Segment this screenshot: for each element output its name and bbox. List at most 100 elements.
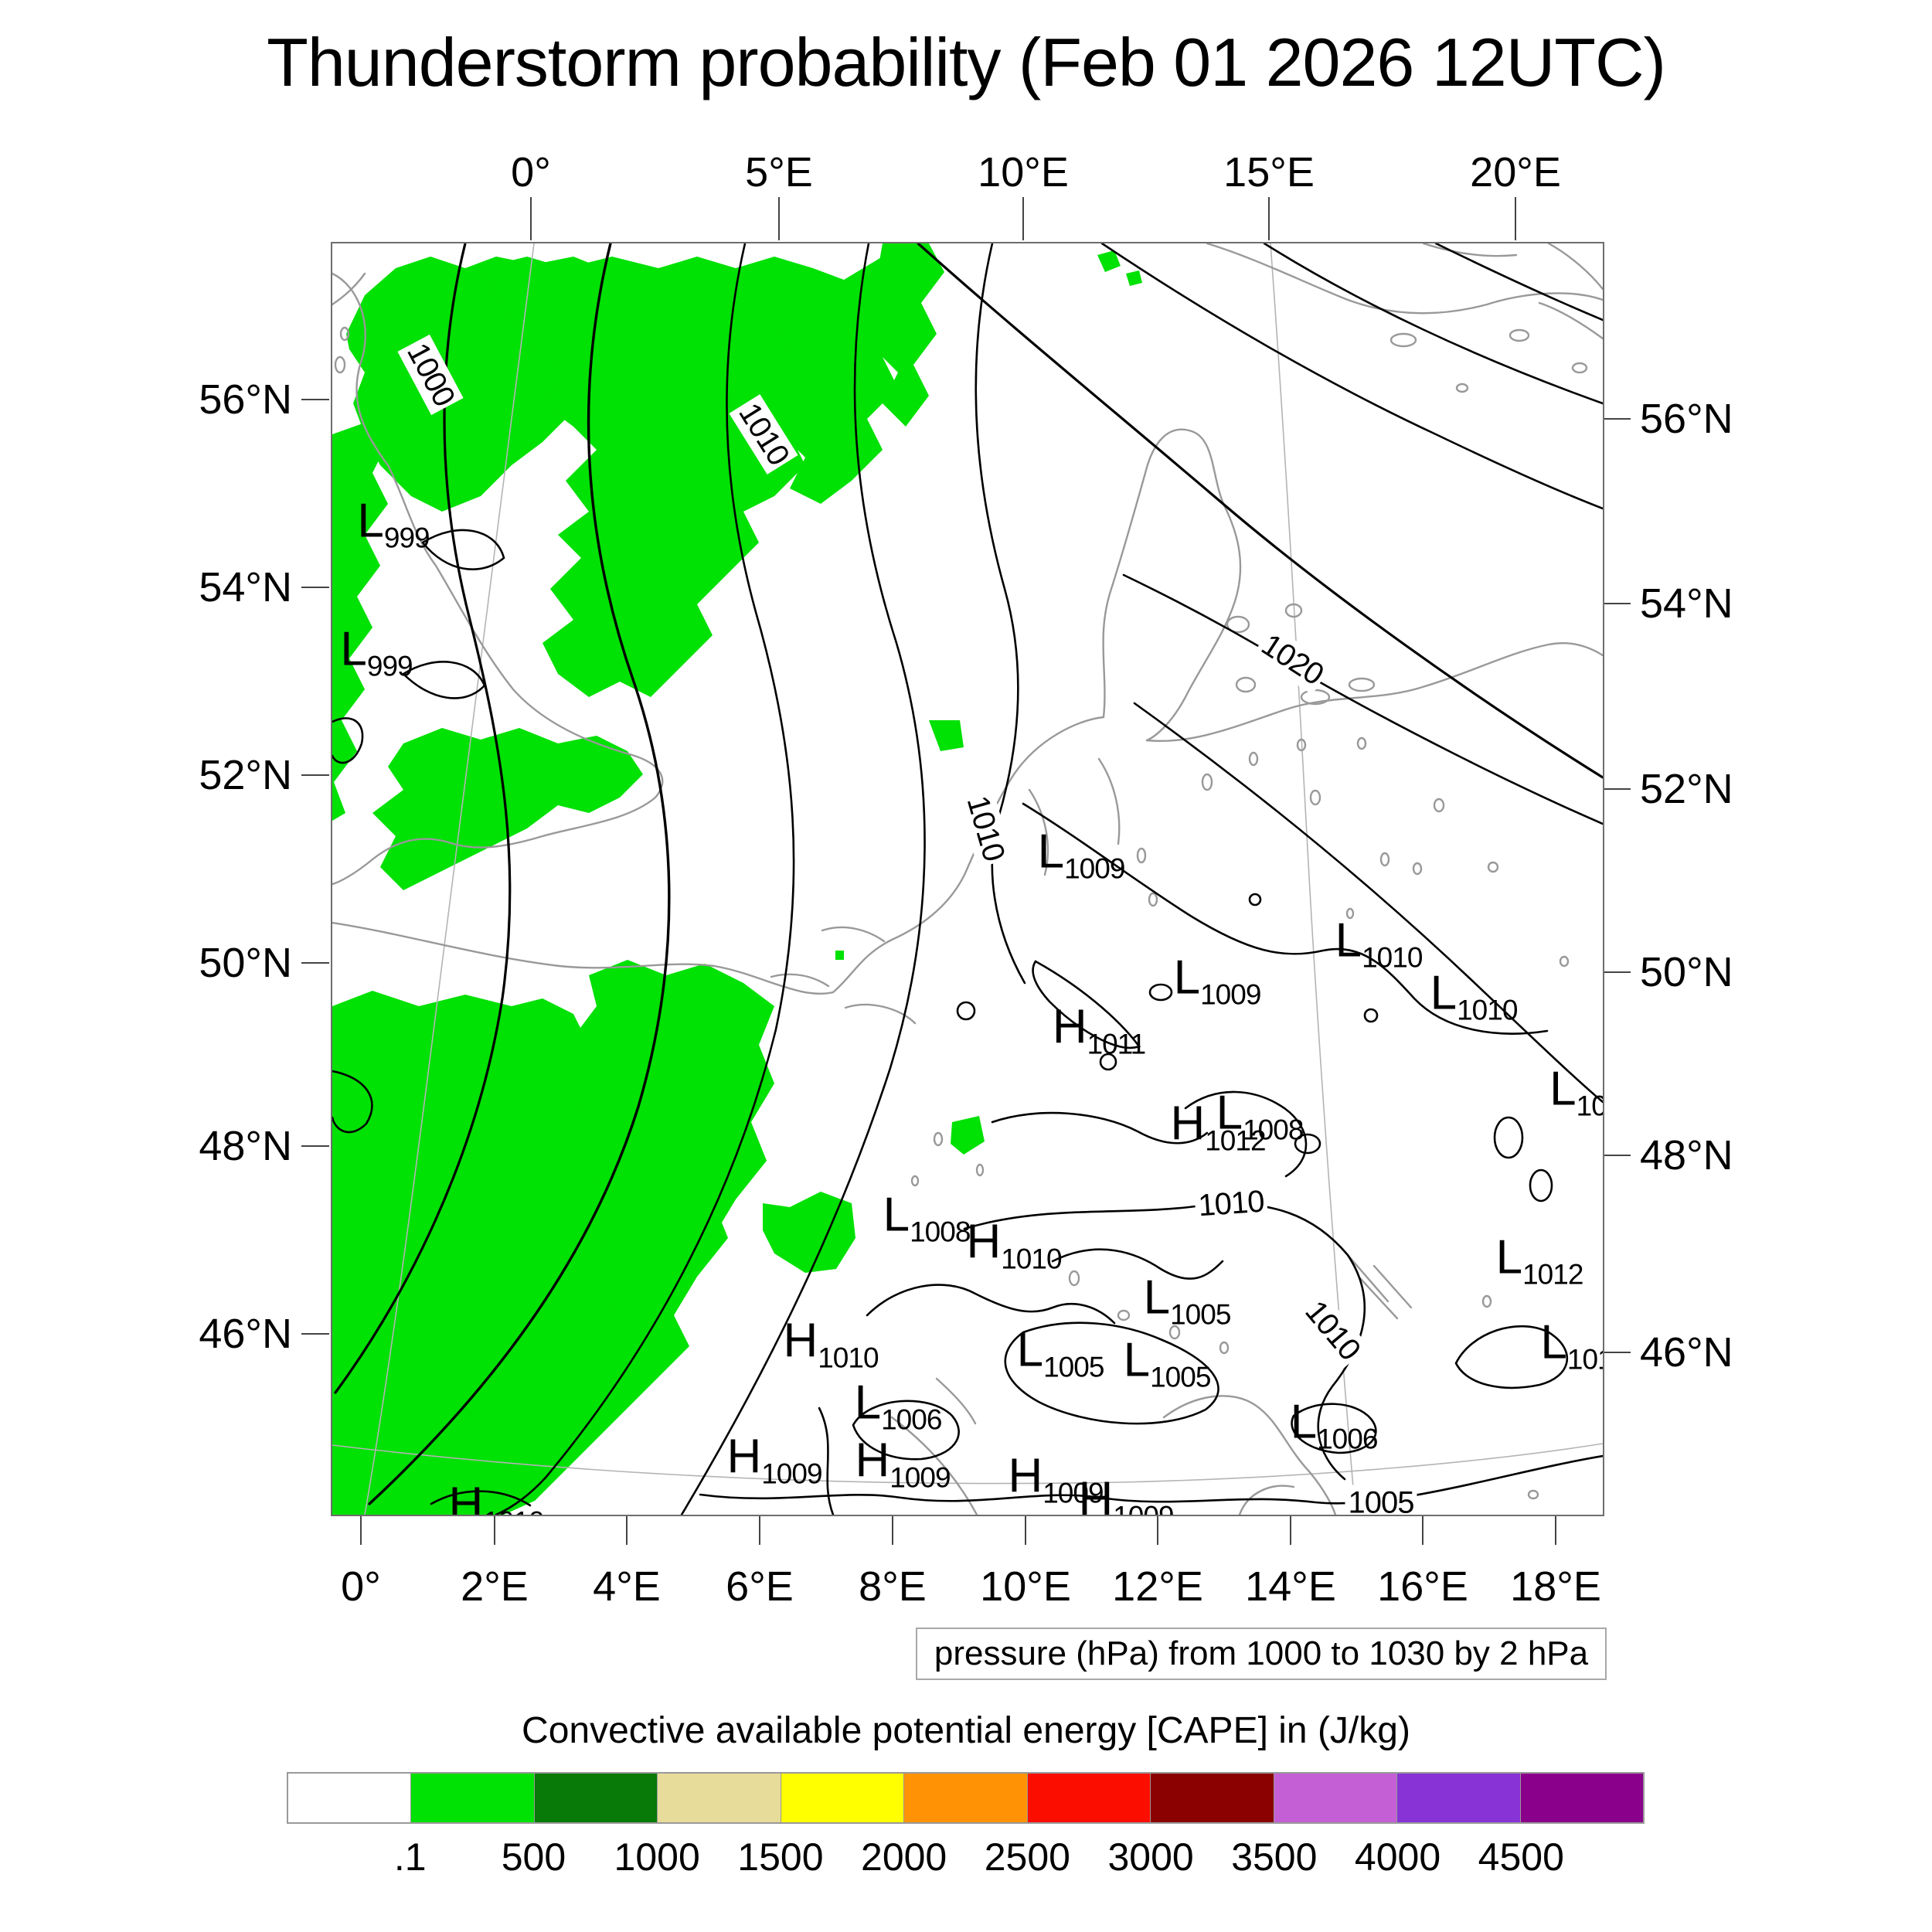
left-axis-label: 56°N xyxy=(199,376,292,423)
pressure-value: 1006 xyxy=(881,1403,942,1436)
map-plot-area: L999 L999 L1009 L1010 L1009 L1010 H1011 H1012 L1… xyxy=(331,242,1604,1516)
top-axis-label: 5°E xyxy=(745,149,813,196)
pressure-letter: L xyxy=(357,494,384,548)
right-axis-label: 48°N xyxy=(1640,1132,1733,1179)
bottom-axis-label: 8°E xyxy=(859,1563,927,1610)
bottom-axis-tick xyxy=(892,1515,893,1545)
pressure-center-l1006: L1006 xyxy=(1291,1398,1379,1454)
left-axis-tick xyxy=(301,774,329,776)
colorbar-tick-label: 1000 xyxy=(614,1835,700,1879)
pressure-center-h1009: H1009 xyxy=(1008,1449,1104,1508)
colorbar-segment-10 xyxy=(1520,1774,1643,1822)
colorbar-segment-6 xyxy=(1027,1774,1151,1822)
right-axis-label: 52°N xyxy=(1640,766,1733,812)
pressure-letter: L xyxy=(1037,825,1065,879)
right-axis-tick xyxy=(1603,971,1631,973)
pressure-value: 1010 xyxy=(1457,994,1518,1026)
pressure-center-h1011: H1011 xyxy=(1053,1003,1146,1059)
bottom-axis-label: 6°E xyxy=(726,1563,794,1610)
colorbar-tick-label: 3000 xyxy=(1107,1835,1194,1879)
pressure-letter: H xyxy=(855,1434,890,1488)
pressure-value: 1009 xyxy=(1064,852,1125,885)
bottom-axis-tick xyxy=(494,1515,495,1545)
pressure-letter: L xyxy=(1335,913,1362,968)
map-graphics xyxy=(332,243,1603,1515)
right-axis-label: 46°N xyxy=(1640,1329,1733,1376)
pressure-value: 1009 xyxy=(761,1458,822,1490)
pressure-center-l1008: L1008 xyxy=(883,1188,971,1248)
pressure-value: 1012 xyxy=(1205,1124,1266,1157)
colorbar-tick-label: 2000 xyxy=(861,1835,947,1879)
pressure-letter: L xyxy=(1123,1333,1151,1387)
left-axis-tick xyxy=(301,399,329,400)
colorbar-segment-3 xyxy=(658,1774,781,1822)
colorbar-tick-label: 3500 xyxy=(1231,1835,1318,1879)
colorbar-segment-1 xyxy=(411,1774,535,1822)
pressure-value: 1009 xyxy=(1113,1500,1174,1516)
pressure-center-l999: L999 xyxy=(357,494,430,553)
pressure-letter: L xyxy=(854,1376,882,1430)
pressure-center-l1009: L1009 xyxy=(1037,825,1126,885)
top-axis-label: 10°E xyxy=(978,149,1069,196)
top-axis-tick xyxy=(778,197,780,240)
pressure-value: 999 xyxy=(366,650,413,682)
pressure-center-l10: L10 xyxy=(1549,1062,1604,1122)
colorbar-segment-7 xyxy=(1151,1774,1274,1822)
pressure-center-h1010: H1010 xyxy=(966,1218,1062,1275)
pressure-letter: L xyxy=(340,622,367,676)
left-axis-label: 48°N xyxy=(199,1123,292,1169)
pressure-center-h1010: H1010 xyxy=(448,1481,544,1515)
colorbar-tick-label: 1500 xyxy=(737,1835,824,1879)
pressure-center-l1010: L1010 xyxy=(1335,917,1423,972)
bottom-axis-tick xyxy=(759,1515,760,1545)
pressure-value: 1010 xyxy=(1001,1243,1062,1275)
pressure-value: 1008 xyxy=(910,1216,971,1248)
right-axis-tick xyxy=(1603,603,1631,604)
pressure-letter: L xyxy=(1216,1086,1243,1140)
pressure-letter: H xyxy=(1008,1449,1043,1503)
pressure-letter: H xyxy=(726,1430,762,1484)
pressure-center-h1010: H1010 xyxy=(783,1317,879,1372)
pressure-letter: L xyxy=(1540,1315,1567,1369)
contour-label-1010: 1010 xyxy=(1193,1183,1269,1225)
pressure-value: 1009 xyxy=(1200,978,1261,1011)
pressure-letter: L xyxy=(1495,1230,1523,1284)
pressure-letter: L xyxy=(883,1188,910,1242)
pressure-center-l999: L999 xyxy=(340,622,413,682)
pressure-value: 1008 xyxy=(1243,1114,1304,1146)
colorbar-segment-2 xyxy=(534,1774,658,1822)
pressure-center-l1008: L1008 xyxy=(1216,1086,1304,1146)
pressure-value: 1009 xyxy=(889,1461,951,1494)
bottom-axis-label: 12°E xyxy=(1112,1563,1203,1610)
pressure-value: 1010 xyxy=(483,1506,544,1515)
pressure-center-l1012: L1012 xyxy=(1495,1230,1584,1289)
contour-label-1005: 1005 xyxy=(1345,1485,1417,1515)
bottom-axis-label: 18°E xyxy=(1510,1563,1601,1610)
pressure-center-l101: L101 xyxy=(1540,1315,1603,1374)
pressure-center-l1005: L1005 xyxy=(1144,1274,1232,1329)
left-axis-tick xyxy=(301,587,329,588)
bottom-axis-label: 14°E xyxy=(1245,1563,1336,1610)
bottom-axis-label: 0° xyxy=(341,1563,381,1610)
pressure-value: 10 xyxy=(1576,1090,1604,1122)
top-axis-tick xyxy=(1268,197,1270,240)
right-axis-tick xyxy=(1603,788,1631,790)
left-axis-label: 54°N xyxy=(199,564,292,611)
top-axis-label: 0° xyxy=(511,149,551,196)
bottom-axis-label: 2°E xyxy=(461,1563,529,1610)
colorbar-tick-label: 500 xyxy=(501,1835,566,1879)
cape-colorbar xyxy=(287,1772,1645,1824)
pressure-contour-paths xyxy=(332,243,1603,1515)
pressure-letter: L xyxy=(1549,1062,1577,1116)
pressure-letter: L xyxy=(1016,1323,1044,1377)
bottom-axis-tick xyxy=(1157,1515,1158,1545)
colorbar-segment-0 xyxy=(288,1774,412,1822)
pressure-letter: H xyxy=(1078,1472,1114,1516)
pressure-value: 1005 xyxy=(1150,1361,1211,1393)
pressure-center-l1005: L1005 xyxy=(1016,1323,1105,1382)
bottom-axis-tick xyxy=(360,1515,362,1545)
pressure-center-h1009: H1009 xyxy=(1078,1472,1174,1516)
colorbar-tick-label: 2500 xyxy=(984,1835,1070,1879)
colorbar-tick-label: 4500 xyxy=(1478,1835,1564,1879)
